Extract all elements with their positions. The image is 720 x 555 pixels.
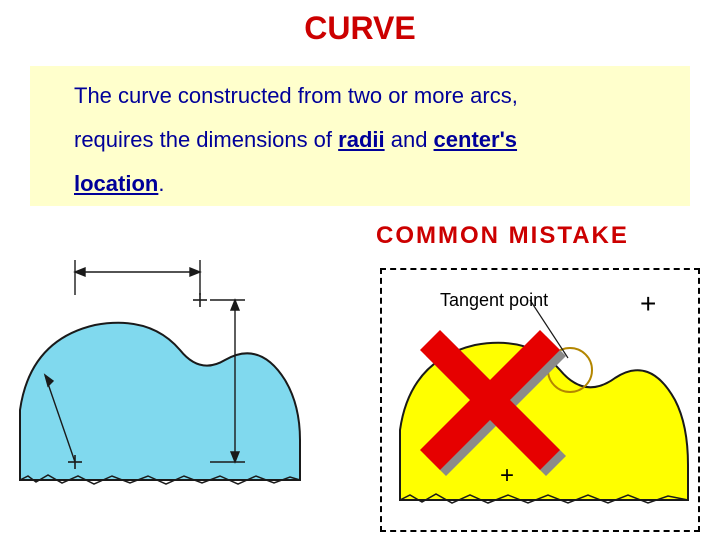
line3b: . [158,171,164,196]
line2a: requires the dimensions of [74,127,338,152]
line3a: location [74,171,158,196]
line2d: center's [434,127,518,152]
figure-area [0,240,720,550]
description-box: The curve constructed from two or more a… [30,66,690,206]
line2c: and [385,127,434,152]
tangent-point-label: Tangent point [440,290,548,311]
plus-right: + [640,288,656,320]
figures-svg [0,240,720,550]
line1: The curve constructed from two or more a… [74,83,518,108]
line2b: radii [338,127,384,152]
page-title: CURVE [0,10,720,47]
plus-bottom: + [500,462,514,490]
